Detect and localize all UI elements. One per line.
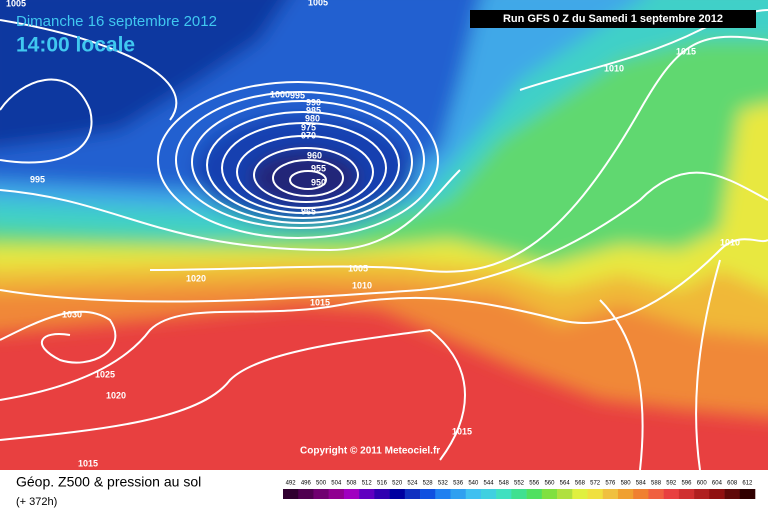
legend-label: 596: [681, 481, 692, 487]
legend-swatch: [617, 489, 634, 499]
legend-label: 520: [392, 481, 403, 487]
isobar-label: 950: [311, 177, 326, 187]
isobar-label: 990: [306, 97, 321, 107]
isobar-label: 1005: [348, 263, 368, 273]
legend-label: 592: [666, 481, 677, 487]
isobar-label: 1005: [6, 0, 26, 8]
legend-label: 544: [484, 481, 495, 487]
isobar-label: 995: [290, 90, 305, 100]
legend-label: 572: [590, 481, 601, 487]
legend-swatch: [343, 489, 360, 499]
legend-swatch: [435, 489, 451, 499]
legend-label: 612: [742, 481, 753, 487]
isobar-label: 1025: [95, 369, 115, 379]
footer-lead: (+ 372h): [16, 496, 57, 508]
legend-swatch: [511, 489, 527, 499]
legend-swatch: [678, 489, 695, 499]
legend-label: 532: [438, 481, 449, 487]
legend-swatch: [389, 489, 406, 499]
isobar-label: 995: [30, 174, 45, 184]
legend-label: 512: [362, 481, 373, 487]
isobar-label: 1005: [308, 0, 328, 7]
legend-swatch: [328, 489, 345, 499]
legend-label: 556: [529, 481, 540, 487]
isobar-label: 1015: [78, 458, 98, 468]
legend-label: 536: [453, 481, 464, 487]
legend-swatch: [694, 489, 710, 499]
legend-label: 492: [286, 481, 297, 487]
run-box: [470, 10, 756, 28]
isobars: [0, 9, 768, 471]
legend-swatch: [739, 489, 756, 499]
legend-label: 504: [331, 481, 342, 487]
isobar-label: 1015: [452, 426, 472, 436]
isobar-label: 980: [305, 113, 320, 123]
legend-swatch: [633, 489, 649, 499]
isobar-label: 1000: [270, 89, 290, 99]
legend-swatch: [648, 489, 664, 499]
legend-label: 560: [544, 481, 555, 487]
isobar-label: 960: [307, 150, 322, 160]
legend-label: 600: [697, 481, 708, 487]
legend-label: 496: [301, 481, 312, 487]
legend-swatch: [420, 489, 436, 499]
forecast-time: 14:00 locale: [16, 34, 135, 57]
isobar-label: 1030: [62, 309, 82, 319]
legend-label: 604: [712, 481, 723, 487]
legend-label: 540: [468, 481, 479, 487]
isobar-label: 1015: [676, 46, 696, 56]
legend-label: 564: [560, 481, 571, 487]
legend-swatch: [404, 489, 421, 499]
legend-swatch: [709, 489, 725, 499]
legend-swatch: [465, 489, 482, 499]
legend-label: 552: [514, 481, 525, 487]
isobar-label: 1015: [310, 297, 330, 307]
legend-swatch: [374, 489, 390, 499]
legend-label: 508: [347, 481, 358, 487]
legend-swatch: [313, 489, 329, 499]
legend-swatch: [724, 489, 741, 499]
legend-swatch: [298, 489, 314, 499]
legend-swatch: [602, 489, 619, 499]
isobar-label: 1020: [106, 390, 126, 400]
legend-label: 576: [605, 481, 616, 487]
legend-label: 500: [316, 481, 327, 487]
run-info: Run GFS 0 Z du Samedi 1 septembre 2012: [503, 13, 723, 25]
isobar-label: 970: [301, 130, 316, 140]
forecast-date: Dimanche 16 septembre 2012: [16, 13, 217, 30]
legend-swatch: [663, 489, 680, 499]
legend-label: 528: [423, 481, 434, 487]
legend-label: 584: [636, 481, 647, 487]
isobar-label: 975: [301, 122, 316, 132]
copyright: Copyright © 2011 Meteociel.fr: [300, 446, 440, 457]
isobar-label: 1010: [352, 280, 372, 290]
legend-label: 608: [727, 481, 738, 487]
isobar-label: 985: [306, 105, 321, 115]
legend-swatch: [283, 489, 299, 499]
legend-swatch: [450, 489, 467, 499]
legend-label: 548: [499, 481, 510, 487]
legend-label: 580: [621, 481, 632, 487]
legend-swatch: [496, 489, 512, 499]
legend-swatch: [557, 489, 573, 499]
legend-swatch: [587, 489, 604, 499]
legend-swatch: [480, 489, 497, 499]
legend-label: 524: [407, 481, 418, 487]
isobar-label: 1020: [186, 273, 206, 283]
legend-swatch: [541, 489, 558, 499]
legend-swatch: [359, 489, 375, 499]
legend-swatch: [572, 489, 588, 499]
legend-label: 588: [651, 481, 662, 487]
legend-label: 516: [377, 481, 388, 487]
isobar-label: 1010: [604, 63, 624, 73]
isobar-label: 1010: [720, 237, 740, 247]
legend-swatch: [526, 489, 543, 499]
legend: 492 496 500 504 508 512 516 520 524 528 532 536 540 5…: [283, 481, 756, 499]
isobar-label: 965: [301, 206, 316, 216]
footer-title: Géop. Z500 & pression au sol: [16, 474, 201, 490]
legend-label: 568: [575, 481, 586, 487]
isobar-label: 955: [311, 163, 326, 173]
